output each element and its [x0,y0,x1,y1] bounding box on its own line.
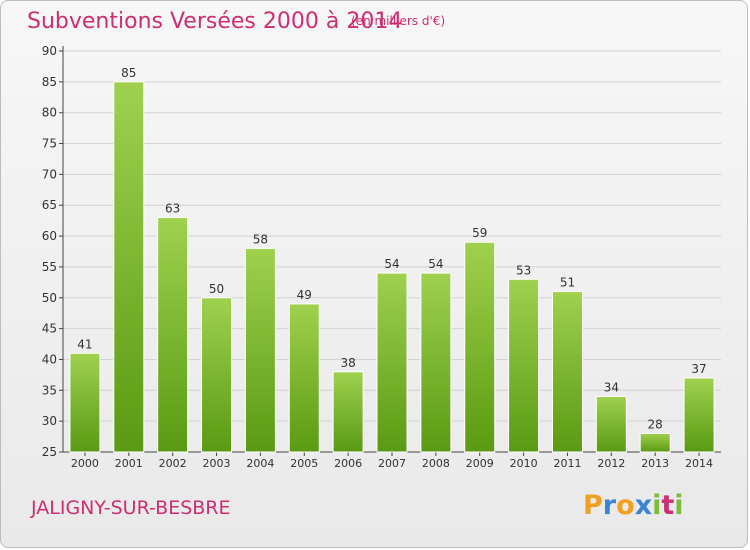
bar [113,81,145,453]
bar-value-label: 51 [560,276,575,290]
logo-letter: i [674,490,684,521]
x-tick-label: 2002 [159,457,187,470]
y-tick-label: 65 [42,198,57,212]
bar [464,241,496,453]
x-tick-label: 2003 [203,457,231,470]
bar-value-label: 85 [121,66,136,80]
y-tick-label: 75 [42,137,57,151]
chart-title: Subventions Versées 2000 à 2014 [27,9,403,34]
bar [683,377,715,453]
y-tick-label: 30 [42,414,57,428]
bar [332,371,364,453]
bar [639,432,671,453]
bar [508,278,540,453]
y-tick-label: 55 [42,260,57,274]
x-tick-label: 2014 [685,457,713,470]
bar [595,395,627,453]
commune-name: JALIGNY-SUR-BESBRE [31,497,231,519]
bar-value-label: 54 [428,257,443,271]
bar [69,352,101,453]
x-tick-label: 2000 [71,457,99,470]
bar [420,272,452,453]
bar [201,297,233,453]
logo-letter: i [652,490,662,521]
x-tick-label: 2012 [597,457,625,470]
bar [157,217,189,453]
y-tick-label: 40 [42,352,57,366]
bar-value-label: 38 [340,356,355,370]
x-tick-label: 2010 [510,457,538,470]
bar-value-label: 59 [472,226,487,240]
y-tick-label: 90 [42,44,57,58]
proxiti-logo: Proxiti [583,490,684,521]
bar [244,247,276,453]
logo-letter: P [583,490,603,521]
bar [288,303,320,453]
y-tick-label: 80 [42,106,57,120]
y-tick-label: 45 [42,322,57,336]
x-tick-label: 2001 [115,457,143,470]
x-tick-label: 2004 [246,457,274,470]
x-tick-label: 2007 [378,457,406,470]
chart-subtitle: (en milliers d'€) [351,14,446,28]
x-tick-label: 2009 [466,457,494,470]
bar-value-label: 50 [209,282,224,296]
bar-value-label: 63 [165,202,180,216]
bar-value-label: 53 [516,263,531,277]
bar-value-label: 28 [648,417,663,431]
bar-value-label: 54 [384,257,399,271]
x-tick-label: 2008 [422,457,450,470]
x-tick-label: 2011 [553,457,581,470]
x-tick-label: 2013 [641,457,669,470]
logo-letter: r [602,490,617,521]
x-tick-label: 2005 [290,457,318,470]
y-tick-label: 50 [42,291,57,305]
bar-value-label: 49 [297,288,312,302]
y-tick-label: 70 [42,167,57,181]
bar-value-label: 34 [604,380,619,394]
x-tick-label: 2006 [334,457,362,470]
bar-value-label: 58 [253,232,268,246]
bar [551,291,583,453]
y-tick-label: 85 [42,75,57,89]
logo-letter: t [661,490,675,521]
y-tick-label: 35 [42,383,57,397]
y-tick-label: 60 [42,229,57,243]
bar-value-label: 41 [77,337,92,351]
logo-letter: x [634,490,653,521]
y-tick-label: 25 [42,445,57,459]
bar-value-label: 37 [691,362,706,376]
bar [376,272,408,453]
logo-letter: o [616,490,635,521]
